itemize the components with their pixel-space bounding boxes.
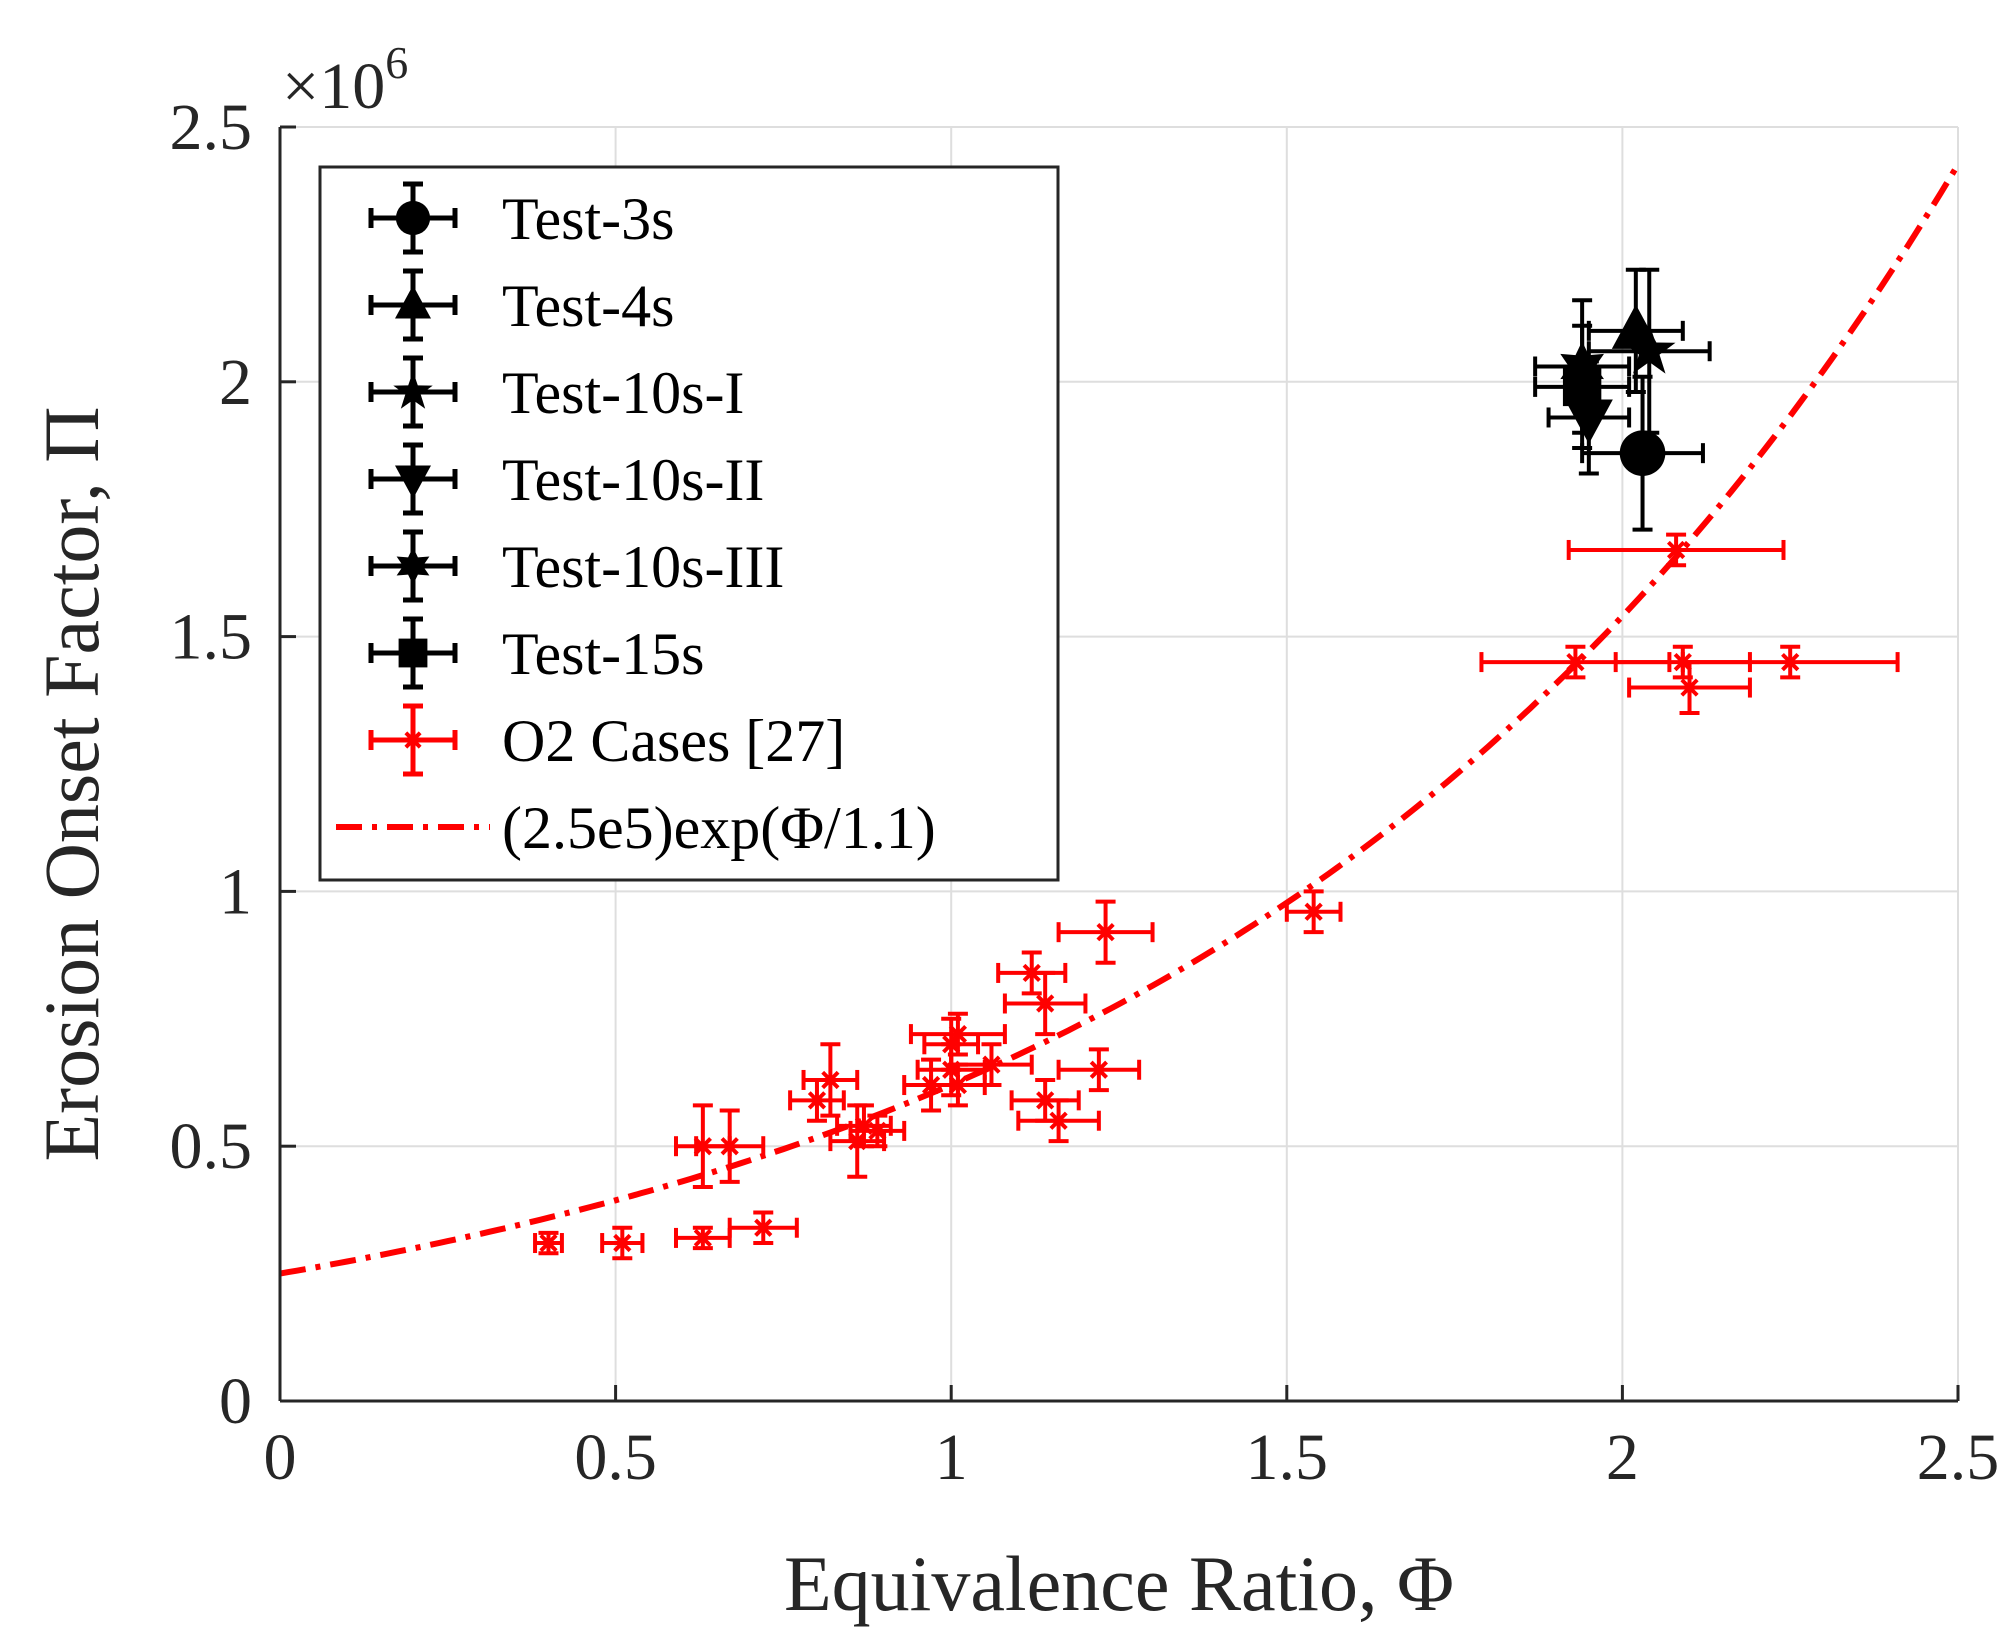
data-point — [1056, 899, 1155, 965]
marker-circle — [395, 200, 431, 236]
x-axis-title: Equivalence Ratio, Φ — [784, 1540, 1454, 1627]
legend-entry: Test-10s-II — [368, 442, 764, 516]
legend-entry: Test-10s-I — [368, 355, 744, 429]
marker-x-stroke — [948, 1075, 968, 1095]
x-tick-label: 2.5 — [1917, 1421, 2000, 1494]
marker-triangle-up — [395, 285, 431, 319]
series-test-3s — [1580, 374, 1705, 532]
legend-entry: O2 Cases [27] — [368, 703, 845, 777]
marker-x-stroke — [754, 1218, 773, 1237]
legend-label: Test-10s-II — [502, 447, 764, 513]
x-tick-label: 1.5 — [1246, 1421, 1329, 1494]
data-point — [788, 1077, 846, 1123]
marker-star — [393, 371, 433, 409]
legend-entry: (2.5e5)exp(Φ/1.1) — [336, 795, 936, 861]
legend-label: Test-15s — [502, 621, 704, 687]
data-point — [674, 1225, 732, 1251]
marker-x-stroke — [404, 731, 422, 749]
marker-triangle-down — [1564, 399, 1613, 444]
legend-label: Test-4s — [502, 273, 674, 339]
series-test-10s-i — [1586, 267, 1712, 435]
y-tick-label: 0 — [219, 1365, 252, 1438]
series-test-15s — [1533, 323, 1632, 451]
legend-entry: Test-4s — [368, 268, 674, 342]
legend-label: O2 Cases [27] — [502, 708, 845, 774]
data-point — [1580, 374, 1705, 532]
legend-box — [318, 165, 1060, 882]
x-tick-label: 0 — [264, 1421, 297, 1494]
marker-x-stroke — [982, 1055, 1001, 1074]
marker-circle — [1619, 430, 1666, 476]
marker-x-stroke — [539, 1233, 558, 1253]
marker-x-stroke — [1304, 902, 1323, 921]
y-tick-label: 1 — [219, 855, 252, 928]
data-point — [848, 1113, 907, 1149]
legend-label: Test-10s-I — [502, 360, 744, 426]
marker-square — [1562, 367, 1602, 407]
legend-label: Test-10s-III — [502, 534, 784, 600]
marker-triangle-down — [395, 465, 431, 499]
marker-x-stroke — [1096, 923, 1115, 942]
data-point — [949, 1042, 1034, 1088]
y-tick-label: 2 — [219, 346, 252, 419]
marker-x-stroke — [1022, 963, 1041, 983]
series-o2-cases-27 — [533, 532, 1900, 1261]
data-point — [1627, 660, 1752, 716]
marker-x-stroke — [1781, 652, 1800, 672]
y-exponent-power: 6 — [385, 37, 408, 88]
legend-label: Test-3s — [502, 186, 674, 252]
marker-x-stroke — [948, 1024, 968, 1044]
marker-x-stroke — [693, 1228, 712, 1248]
data-point — [908, 1011, 1007, 1057]
marker-x-stroke — [613, 1233, 632, 1253]
data-point — [533, 1230, 564, 1256]
data-point — [1284, 889, 1343, 935]
y-tick-label: 2.5 — [170, 91, 253, 164]
ticks-layer: 0 0.5 1 1.5 2 2.5 0 0.5 1 1.5 2 2.5 — [170, 91, 2000, 1494]
data-point — [1566, 532, 1786, 568]
marker-x-stroke — [1036, 1091, 1055, 1110]
x-tick-label: 1 — [935, 1421, 968, 1494]
marker-x-stroke — [868, 1121, 887, 1141]
data-layer — [533, 267, 1900, 1261]
legend: Test-3s Test-4s Test-10s-I Test-10s-II Test-… — [318, 165, 1060, 882]
marker-x-stroke — [1566, 652, 1585, 672]
marker-square — [398, 638, 428, 668]
marker-star — [1623, 323, 1676, 374]
data-point — [1002, 970, 1088, 1037]
data-point — [694, 1108, 766, 1184]
x-tick-label: 0.5 — [574, 1421, 657, 1494]
data-point — [1056, 1047, 1142, 1093]
data-point — [1680, 644, 1900, 680]
marker-x-stroke — [1049, 1111, 1068, 1130]
data-point — [1533, 323, 1632, 451]
marker-x-stroke — [821, 1070, 840, 1090]
marker-x-stroke — [1666, 540, 1686, 560]
legend-entry: Test-3s — [368, 181, 674, 255]
data-point — [801, 1042, 860, 1118]
legend-label: (2.5e5)exp(Φ/1.1) — [502, 795, 936, 861]
y-exponent-base: ×10 — [282, 50, 385, 123]
marker-hexagram — [396, 547, 430, 585]
y-tick-label: 0.5 — [170, 1110, 253, 1183]
marker-x-stroke — [1089, 1060, 1108, 1079]
x-tick-label: 2 — [1606, 1421, 1639, 1494]
legend-entry: Test-15s — [368, 616, 704, 690]
y-axis-title: Erosion Onset Factor, Π — [28, 406, 115, 1161]
marker-x-stroke — [1036, 994, 1055, 1013]
data-point — [727, 1210, 799, 1246]
legend-entry: Test-10s-III — [368, 529, 784, 603]
marker-x-stroke — [807, 1091, 827, 1110]
marker-x-stroke — [1680, 678, 1699, 697]
data-point — [1586, 267, 1712, 435]
data-point — [600, 1225, 645, 1261]
data-point — [1016, 1098, 1101, 1144]
axes-layer — [278, 127, 1958, 1403]
y-axis-exponent: ×106 — [282, 37, 408, 123]
y-tick-label: 1.5 — [170, 601, 253, 674]
marker-x-stroke — [720, 1137, 739, 1156]
